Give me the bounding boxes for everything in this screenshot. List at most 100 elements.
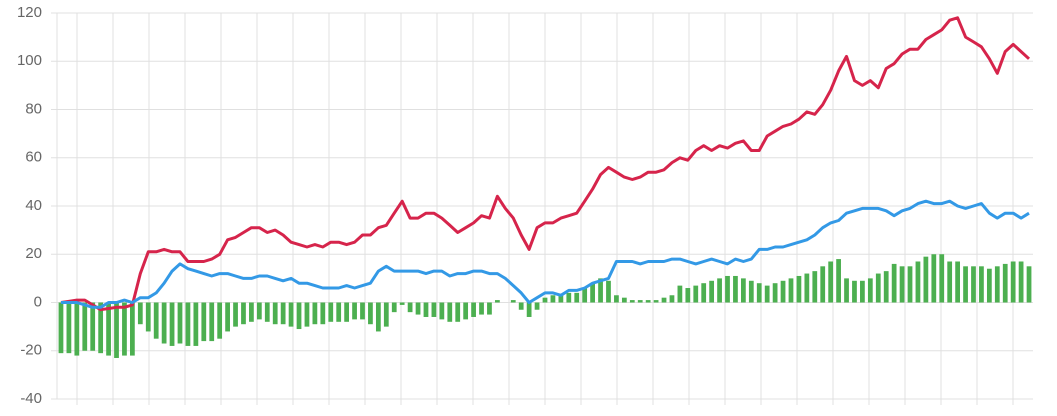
bar bbox=[764, 285, 770, 303]
bar bbox=[320, 302, 326, 325]
y-tick-label: 100 bbox=[17, 52, 42, 69]
bar bbox=[907, 266, 913, 303]
bar bbox=[249, 302, 254, 322]
bar bbox=[875, 273, 881, 303]
bar bbox=[701, 283, 707, 303]
bar bbox=[98, 302, 104, 354]
bar bbox=[375, 302, 381, 332]
bar bbox=[225, 302, 230, 332]
bar bbox=[217, 302, 223, 339]
bar bbox=[471, 302, 476, 317]
bar bbox=[542, 297, 548, 303]
bar bbox=[574, 292, 580, 303]
bar bbox=[526, 302, 532, 317]
bar bbox=[733, 275, 738, 303]
bar bbox=[796, 275, 802, 303]
bar bbox=[994, 266, 1000, 303]
bar bbox=[90, 302, 96, 351]
y-tick-label: 60 bbox=[25, 149, 42, 166]
bar bbox=[582, 288, 588, 303]
bar bbox=[931, 254, 937, 303]
bar bbox=[288, 302, 294, 327]
bar bbox=[867, 278, 873, 303]
line bbox=[61, 199, 1030, 309]
bar bbox=[979, 266, 984, 303]
bar bbox=[439, 302, 445, 320]
bar bbox=[368, 302, 373, 325]
bar bbox=[185, 302, 191, 346]
bar bbox=[296, 302, 302, 330]
bar bbox=[510, 300, 516, 303]
bar bbox=[209, 302, 215, 342]
bar bbox=[1026, 266, 1032, 303]
bar bbox=[241, 302, 246, 325]
bar bbox=[629, 300, 635, 303]
bar bbox=[645, 300, 651, 303]
bar bbox=[661, 297, 667, 303]
bar bbox=[312, 302, 318, 325]
bar bbox=[122, 302, 127, 356]
bar bbox=[352, 302, 357, 320]
bar bbox=[391, 302, 397, 313]
bar bbox=[304, 302, 310, 327]
bar bbox=[740, 278, 746, 303]
bar bbox=[606, 280, 611, 303]
bar bbox=[669, 295, 675, 303]
bar bbox=[566, 292, 572, 303]
bar bbox=[114, 302, 119, 358]
bar bbox=[590, 283, 595, 303]
bar bbox=[201, 302, 207, 342]
bar bbox=[161, 302, 167, 344]
bar bbox=[614, 295, 619, 303]
y-tick-label: -40 bbox=[20, 390, 42, 407]
bar bbox=[915, 261, 921, 303]
bar bbox=[883, 271, 889, 303]
bar bbox=[828, 261, 834, 303]
bar bbox=[820, 266, 826, 303]
bar bbox=[653, 300, 659, 303]
bar bbox=[685, 288, 691, 303]
bar bbox=[923, 256, 929, 303]
bar bbox=[518, 302, 524, 310]
bar bbox=[272, 302, 278, 325]
y-tick-label: 80 bbox=[25, 100, 42, 117]
bar bbox=[280, 302, 286, 325]
bar bbox=[177, 302, 183, 344]
bar bbox=[598, 278, 603, 303]
bar bbox=[899, 266, 905, 303]
bar bbox=[106, 302, 111, 356]
bar bbox=[447, 302, 453, 322]
y-tick-label: 120 bbox=[17, 4, 42, 21]
bar bbox=[971, 266, 976, 303]
bar bbox=[233, 302, 238, 327]
bar bbox=[637, 300, 643, 303]
bar bbox=[558, 295, 564, 303]
bar bbox=[860, 280, 865, 303]
y-tick-label: -20 bbox=[20, 342, 42, 359]
bar bbox=[455, 302, 461, 322]
y-tick-label: 40 bbox=[25, 197, 42, 214]
bar bbox=[986, 268, 992, 303]
y-tick-label: 20 bbox=[25, 245, 42, 262]
bar bbox=[399, 302, 405, 305]
bar bbox=[423, 302, 429, 317]
bar bbox=[780, 280, 786, 303]
bar bbox=[725, 275, 730, 303]
bar bbox=[812, 271, 818, 303]
bar bbox=[1018, 261, 1024, 303]
bar bbox=[891, 263, 897, 303]
bar bbox=[82, 302, 88, 351]
bar bbox=[621, 297, 627, 303]
bar bbox=[130, 302, 135, 356]
bar bbox=[717, 278, 722, 303]
bar bbox=[256, 302, 262, 320]
bar bbox=[1010, 261, 1016, 303]
bar bbox=[748, 280, 754, 303]
bar bbox=[264, 302, 270, 322]
bar bbox=[74, 302, 80, 356]
bar bbox=[58, 302, 64, 354]
bar bbox=[383, 302, 389, 327]
bar bbox=[495, 300, 500, 303]
bar bbox=[852, 280, 857, 303]
